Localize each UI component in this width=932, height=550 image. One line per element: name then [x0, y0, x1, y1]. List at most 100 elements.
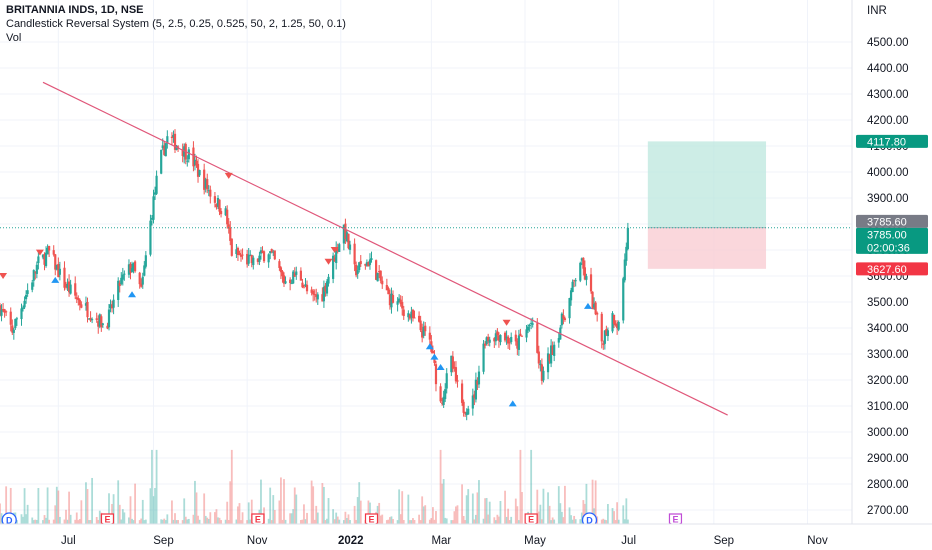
volume-bar [249, 519, 252, 524]
candle-body [196, 163, 200, 177]
candle-body [11, 325, 14, 333]
candle [557, 332, 560, 348]
candle-body [408, 314, 411, 319]
time-tick-label: 2022 [338, 535, 364, 547]
candle-body [258, 255, 261, 262]
candle [325, 279, 329, 297]
candle-body [315, 294, 318, 298]
earnings-badge-label: E [368, 515, 374, 525]
candle [494, 329, 497, 346]
candle-body [537, 351, 540, 364]
candle [402, 305, 405, 320]
candle-body [353, 243, 356, 265]
candle [462, 399, 465, 417]
volume-bar [34, 519, 37, 524]
candle-body [413, 317, 416, 319]
candle-body [23, 300, 26, 308]
volume-bar [333, 519, 336, 524]
candle [84, 296, 88, 311]
volume-bar [240, 520, 242, 524]
candle [451, 351, 454, 373]
candle-body [600, 313, 603, 342]
time-tick-label: Sep [714, 535, 734, 547]
candle-body [476, 380, 479, 385]
candle-body [417, 315, 421, 322]
candle-body [64, 285, 68, 288]
candle [600, 311, 603, 349]
candle-body [75, 297, 78, 300]
candle-body [387, 287, 390, 295]
volume-bar [80, 500, 83, 524]
candle-body [540, 364, 544, 381]
candle [75, 292, 78, 303]
candle-body [172, 134, 175, 138]
candle-body [569, 290, 573, 301]
candle [379, 270, 382, 284]
volume-bar [312, 486, 315, 524]
candle [44, 246, 48, 268]
volume-bar [421, 496, 424, 524]
grid-lines [0, 0, 852, 524]
candle [261, 246, 264, 254]
candle-body [551, 345, 554, 356]
price-tick-label: 3500.00 [867, 297, 909, 309]
volume-bar [537, 511, 540, 524]
candle [353, 238, 356, 272]
candle-body [290, 283, 293, 285]
time-tick-label: Jul [61, 535, 76, 547]
candle [332, 252, 335, 284]
candle-body [301, 282, 304, 288]
volume-bar [536, 489, 539, 524]
candle-body [77, 297, 80, 301]
time-tick-label: May [524, 535, 546, 547]
price-tick-label: 4000.00 [867, 167, 909, 179]
candle [64, 281, 68, 290]
candle [550, 339, 553, 368]
candle-body [54, 254, 57, 270]
candle-body [95, 318, 98, 320]
candle [206, 173, 209, 194]
candle-body [132, 263, 135, 271]
candle-body [299, 270, 302, 281]
candle-body [402, 309, 405, 317]
candle [539, 360, 542, 372]
candle [614, 320, 617, 327]
candle-body [553, 344, 556, 356]
volume-bar [410, 520, 413, 524]
price-tick-label: 4400.00 [867, 63, 909, 75]
candle-body [195, 160, 198, 166]
volume-bar [123, 512, 126, 524]
volume-bar [195, 492, 198, 524]
candle-body [48, 245, 51, 251]
volume-label[interactable]: Vol [6, 32, 22, 44]
candle-body [80, 304, 83, 308]
candle-body [256, 258, 260, 262]
candle-body [249, 254, 252, 256]
volume-bar [474, 514, 477, 524]
indicator-label[interactable]: Candlestick Reversal System (5, 2.5, 0.2… [6, 18, 346, 30]
candle [101, 322, 104, 328]
candle [612, 314, 616, 329]
candle-body [594, 302, 597, 315]
bearish-signal-marker [0, 273, 8, 279]
bearish-signal-marker [324, 258, 333, 265]
candle [23, 296, 26, 310]
candle [312, 289, 315, 302]
volume-bar [86, 489, 89, 524]
candle [216, 195, 220, 210]
candle-body [15, 318, 18, 320]
candle [218, 199, 221, 216]
volume-bar [22, 516, 24, 524]
candle-body [259, 250, 263, 254]
candle [140, 278, 143, 288]
volume-bar [444, 517, 447, 524]
symbol-title[interactable]: BRITANNIA INDS, 1D, NSE [6, 4, 144, 16]
candle-body [388, 294, 392, 306]
candle-body [571, 281, 574, 293]
candle-body [238, 252, 241, 256]
candle [256, 258, 260, 265]
candle [91, 317, 94, 324]
target-price-tag-text: 4117.80 [867, 136, 906, 148]
